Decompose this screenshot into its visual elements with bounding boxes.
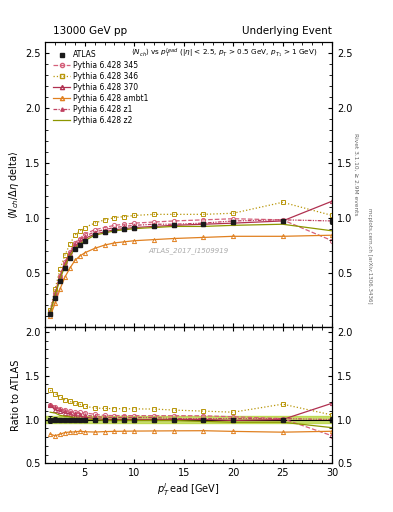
Bar	[45, 416, 332, 422]
Text: 13000 GeV pp: 13000 GeV pp	[53, 26, 127, 36]
Text: Underlying Event: Underlying Event	[242, 26, 332, 36]
X-axis label: $p_T^l\,$ead [GeV]: $p_T^l\,$ead [GeV]	[157, 481, 220, 498]
Text: $\langle N_{ch}\rangle$ vs $p_T^{lead}$ ($|\eta|$ < 2.5, $p_T$ > 0.5 GeV, $p_{T_: $\langle N_{ch}\rangle$ vs $p_T^{lead}$ …	[131, 46, 318, 59]
Text: Rivet 3.1.10, ≥ 2.9M events: Rivet 3.1.10, ≥ 2.9M events	[353, 133, 358, 216]
Text: mcplots.cern.ch [arXiv:1306.3436]: mcplots.cern.ch [arXiv:1306.3436]	[367, 208, 372, 304]
Y-axis label: $\langle N_{ch}/\Delta\eta\ \mathrm{delta}\rangle$: $\langle N_{ch}/\Delta\eta\ \mathrm{delt…	[7, 151, 21, 219]
Legend: ATLAS, Pythia 6.428 345, Pythia 6.428 346, Pythia 6.428 370, Pythia 6.428 ambt1,: ATLAS, Pythia 6.428 345, Pythia 6.428 34…	[52, 49, 150, 126]
Text: ATLAS_2017_I1509919: ATLAS_2017_I1509919	[149, 247, 229, 254]
Y-axis label: Ratio to ATLAS: Ratio to ATLAS	[11, 360, 21, 431]
